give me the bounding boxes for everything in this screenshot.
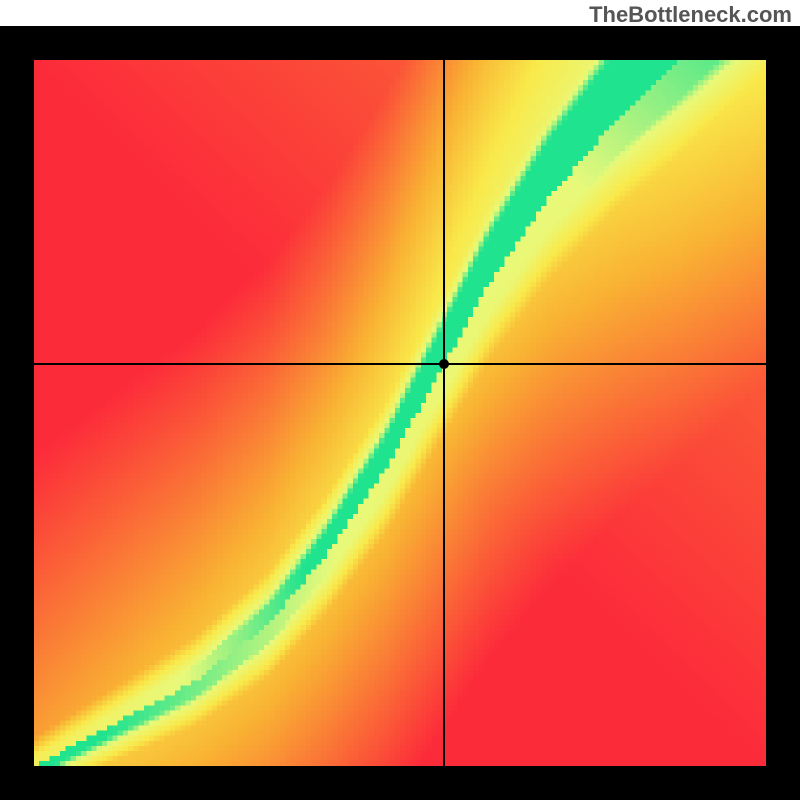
watermark-text: TheBottleneck.com <box>589 2 792 28</box>
root-container: TheBottleneck.com <box>0 0 800 800</box>
crosshair-horizontal <box>34 363 766 365</box>
heatmap-plot-area <box>34 60 766 766</box>
heatmap-canvas <box>34 60 766 766</box>
crosshair-vertical <box>443 60 445 766</box>
crosshair-marker <box>439 359 449 369</box>
